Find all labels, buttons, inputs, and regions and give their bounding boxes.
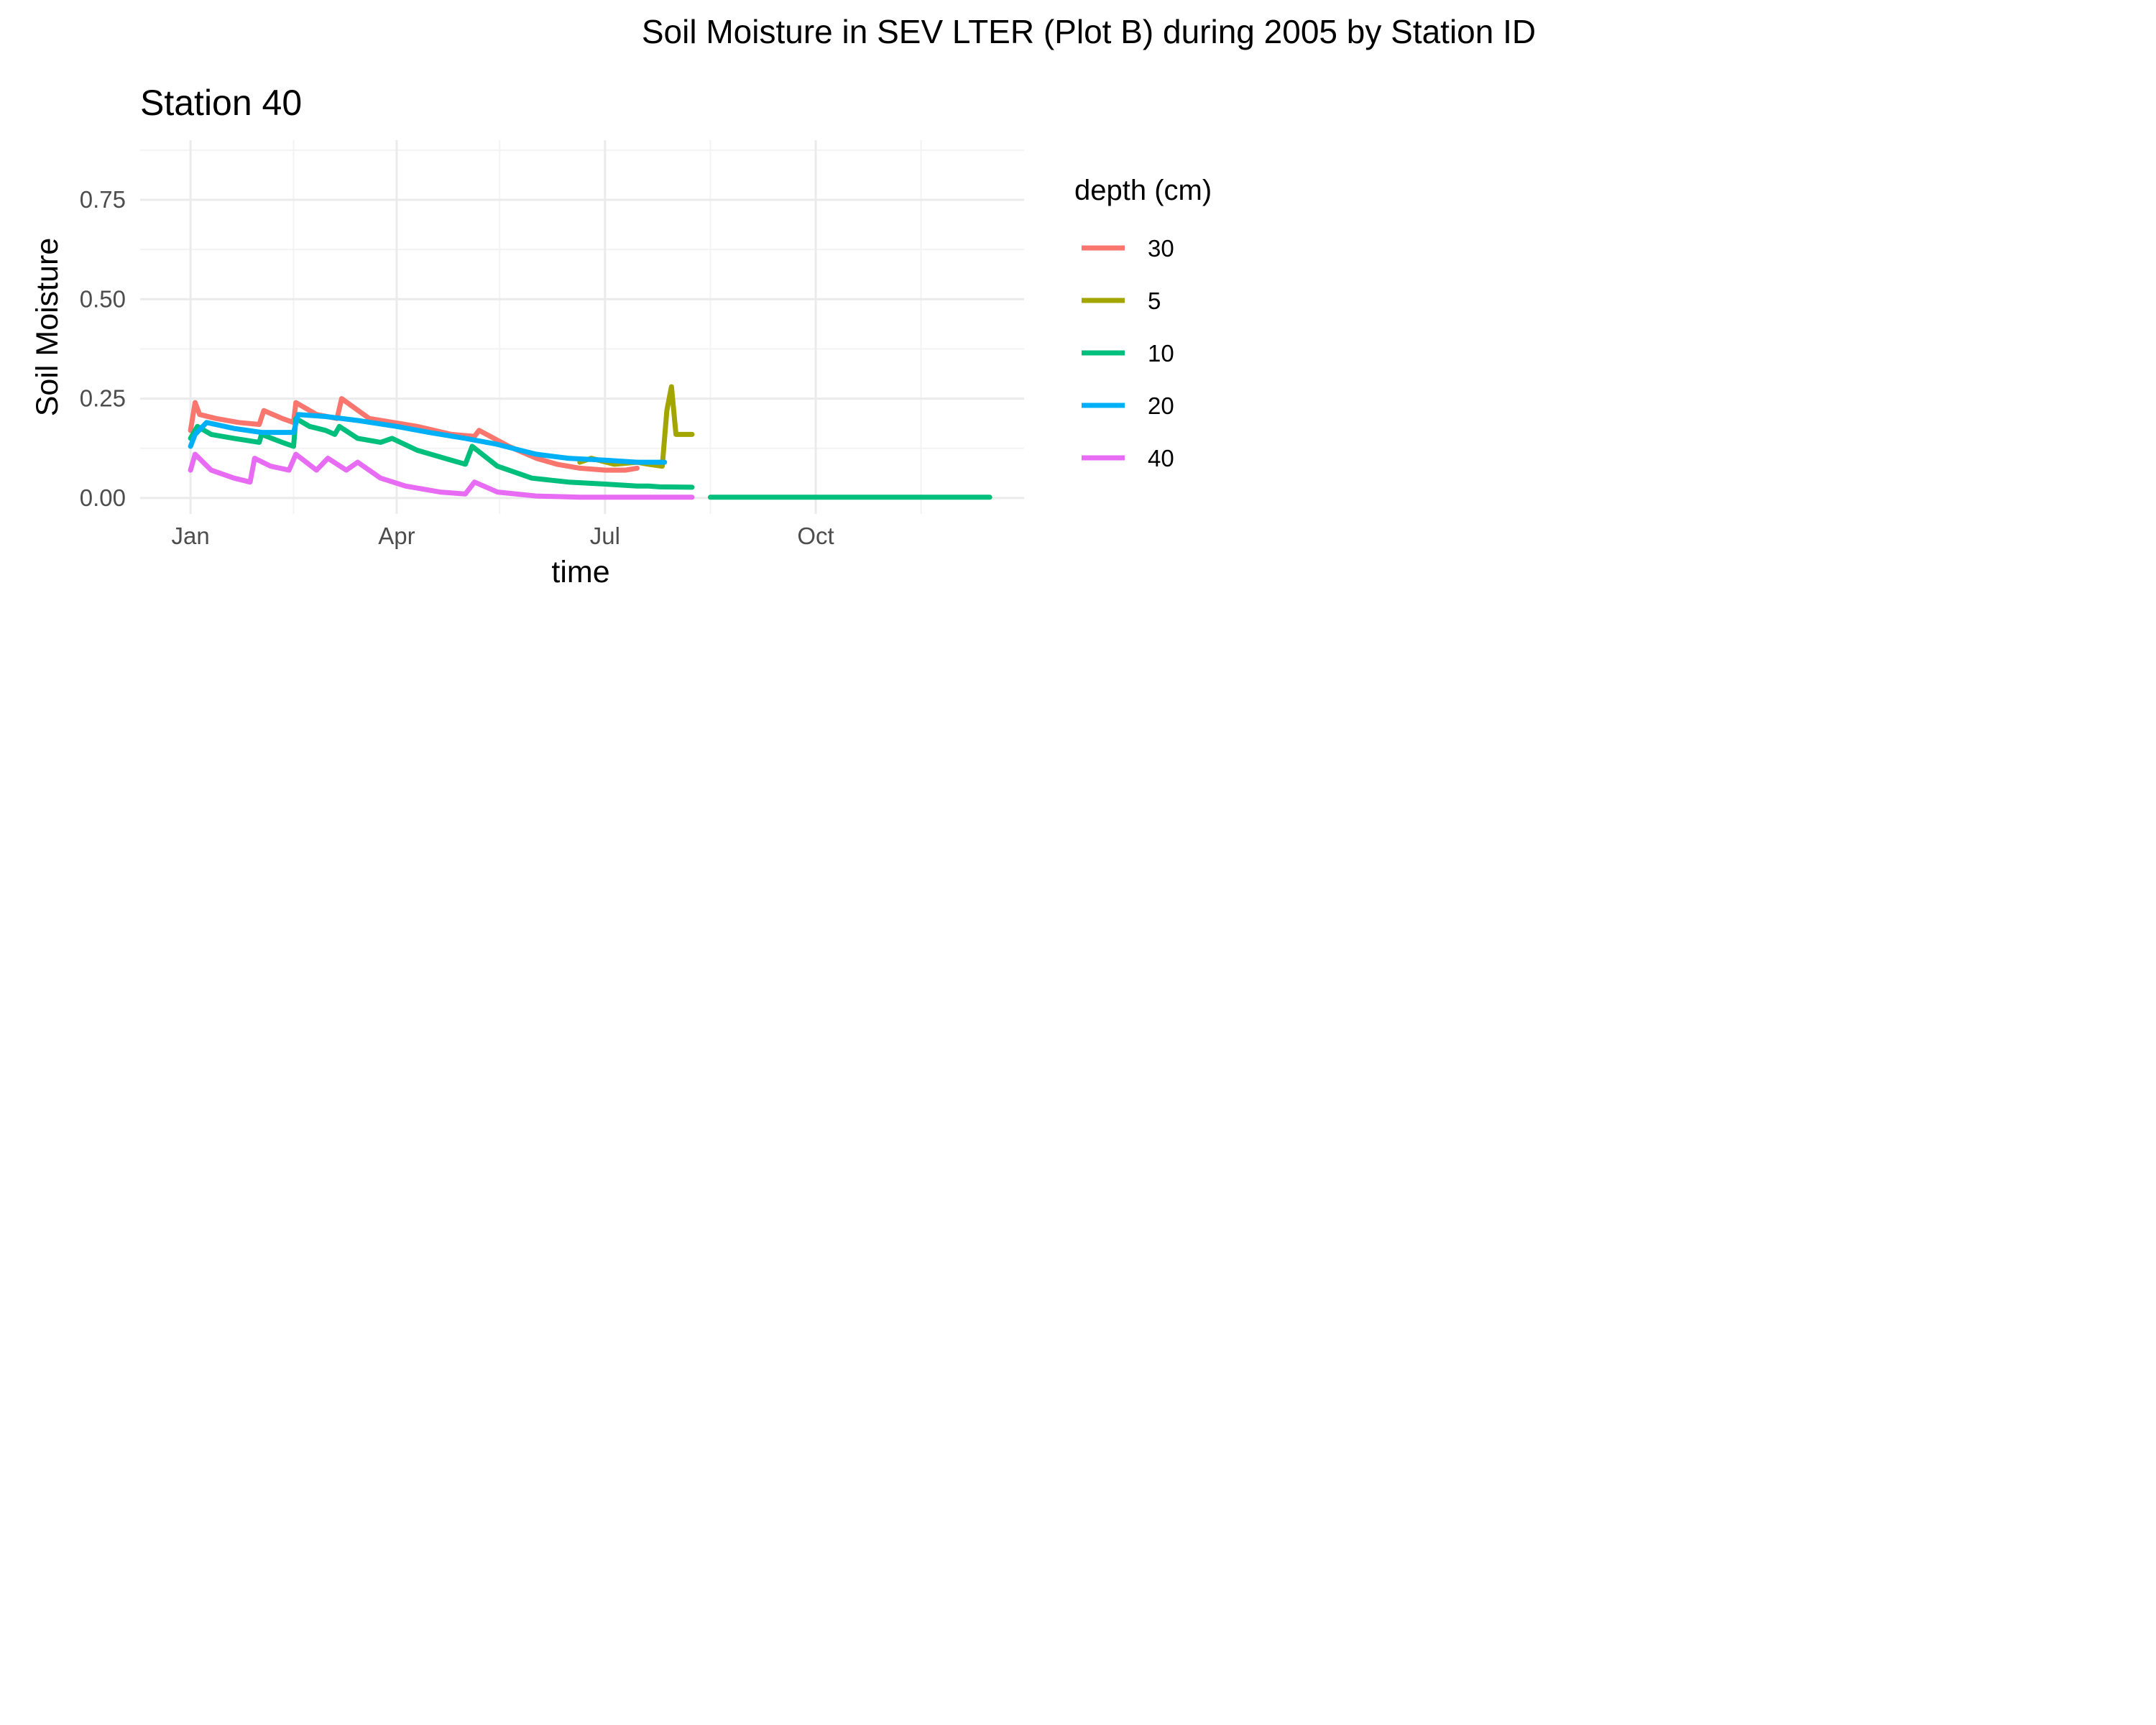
y-tick-label: 0.50 <box>80 285 126 312</box>
legend-label-depth-30: 30 <box>1148 235 1174 262</box>
series-line-depth-30 <box>188 396 640 473</box>
y-axis-tick-labels: 0.00 0.25 0.50 0.75 <box>80 186 126 511</box>
y-tick-label: 0.75 <box>80 186 126 213</box>
legend-title: depth (cm) <box>1074 175 1212 206</box>
legend-label-depth-40: 40 <box>1148 445 1174 472</box>
x-axis-tick-labels: Jan Apr Jul Oct <box>171 523 834 549</box>
chart-title: Soil Moisture in SEV LTER (Plot B) durin… <box>642 13 1536 50</box>
y-axis-title: Soil Moisture <box>30 238 65 417</box>
series-line-depth-40 <box>188 451 695 500</box>
x-tick-label: Jul <box>590 523 620 549</box>
data-series <box>188 384 992 500</box>
x-axis-title: time <box>551 555 609 589</box>
minor-gridlines <box>140 140 1024 514</box>
y-tick-label: 0.00 <box>80 484 126 511</box>
panel-title: Station 40 <box>140 83 302 123</box>
x-tick-label: Oct <box>797 523 834 549</box>
legend-items: 30 5 10 20 40 <box>1082 235 1174 472</box>
legend-label-depth-5: 5 <box>1148 288 1161 314</box>
x-tick-label: Apr <box>378 523 415 549</box>
legend: depth (cm) 30 5 10 20 40 <box>1074 175 1212 472</box>
legend-label-depth-20: 20 <box>1148 392 1174 419</box>
y-tick-label: 0.25 <box>80 385 126 412</box>
x-tick-label: Jan <box>171 523 209 549</box>
series-line-depth-20 <box>188 412 668 465</box>
series-line-depth-10 <box>188 415 695 490</box>
legend-label-depth-10: 10 <box>1148 340 1174 367</box>
